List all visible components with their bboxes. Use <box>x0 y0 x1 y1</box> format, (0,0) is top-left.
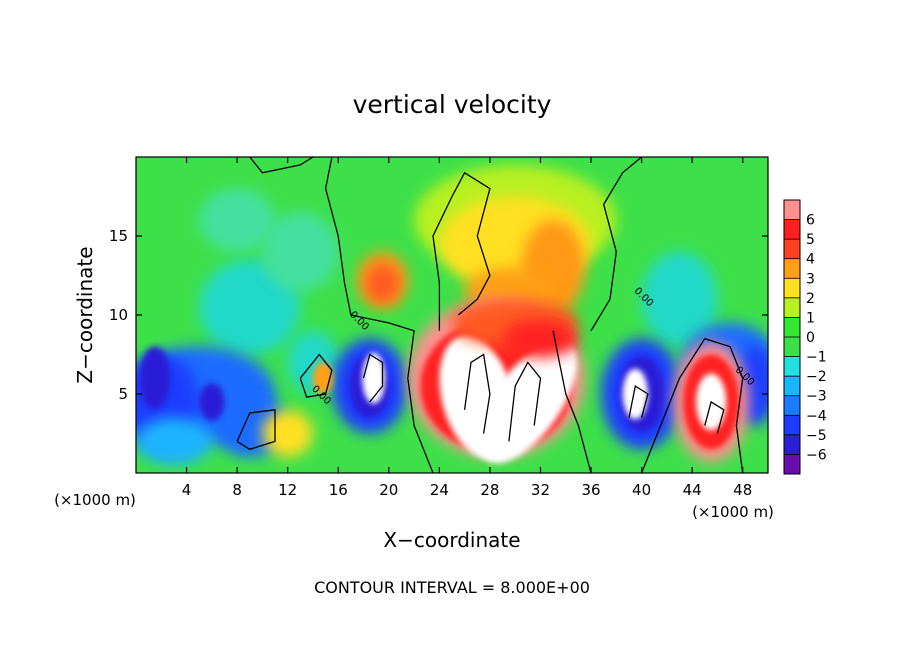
colorbar-swatch <box>784 278 800 298</box>
x-tick-label: 32 <box>531 481 550 499</box>
colorbar-label: −1 <box>806 350 827 366</box>
colorbar-label: 4 <box>806 252 815 268</box>
field-blob <box>262 409 313 458</box>
contour-line <box>628 385 649 418</box>
field-blob <box>362 352 386 404</box>
field-blob <box>366 264 399 303</box>
field-blob <box>262 212 339 292</box>
colorbar-swatch <box>784 239 800 259</box>
contour-interval-note: CONTOUR INTERVAL = 8.000E+00 <box>314 578 590 597</box>
x-axis: 4 8 12 16 20 24 28 32 36 40 44 48 <box>182 157 752 499</box>
colorbar-swatch <box>784 395 800 416</box>
x-tick-label: 36 <box>581 481 600 499</box>
colorbar-label: 2 <box>806 291 815 307</box>
contour-line <box>590 157 643 332</box>
y-axis: 5 10 15 <box>109 227 768 403</box>
x-tick-label: 8 <box>232 481 242 499</box>
colorbar-label: −5 <box>806 428 827 444</box>
chart-title: vertical velocity <box>353 90 552 119</box>
colorbar-label: −6 <box>806 447 827 463</box>
field-blob <box>502 319 579 358</box>
x-tick-label: 44 <box>683 481 702 499</box>
contour-line <box>704 400 725 434</box>
colorbar-label: −3 <box>806 389 827 405</box>
colorbar-swatch <box>784 356 800 377</box>
contour-line <box>362 353 384 403</box>
contour-line <box>552 330 592 473</box>
contour-line <box>640 337 744 473</box>
field-blob <box>199 259 301 355</box>
colorbar-swatch <box>784 337 800 357</box>
colorbar-label: 0 <box>806 330 815 346</box>
contour-line <box>299 353 333 398</box>
x-tick-label: 4 <box>182 481 192 499</box>
y-tick-label: 5 <box>118 385 128 403</box>
zero-contours <box>236 157 744 473</box>
contour-line <box>249 157 314 174</box>
x-tick-label: 40 <box>632 481 651 499</box>
field-blob <box>139 346 171 410</box>
colorbar-swatch <box>784 454 800 474</box>
x-axis-label: X−coordinate <box>383 528 520 552</box>
colorbar-label: 1 <box>806 310 815 326</box>
colorbar-swatch <box>784 317 800 337</box>
colorbar-label: −2 <box>806 369 827 385</box>
plot-area: 0.000.000.000.00 <box>136 157 768 473</box>
colorbar-label: 6 <box>806 213 815 229</box>
contour-line <box>463 353 491 434</box>
x-unit-right: (×1000 m) <box>692 503 774 521</box>
colorbar-swatch <box>784 297 800 318</box>
x-tick-label: 24 <box>430 481 449 499</box>
field-blob <box>641 251 718 347</box>
colorbar-swatch <box>784 219 800 240</box>
x-tick-label: 48 <box>733 481 752 499</box>
y-tick-label: 15 <box>109 227 128 245</box>
colorbar-swatch <box>784 258 800 279</box>
contour-line <box>432 171 491 331</box>
x-tick-label: 16 <box>329 481 348 499</box>
contour-line <box>236 409 276 451</box>
contour-line <box>324 157 434 473</box>
field-blob <box>622 368 648 420</box>
colorbar-swatch <box>784 415 800 435</box>
y-tick-label: 10 <box>109 306 128 324</box>
colorbar-label: 3 <box>806 271 815 287</box>
x-tick-label: 28 <box>480 481 499 499</box>
field-blob <box>136 417 212 466</box>
x-tick-label: 20 <box>379 481 398 499</box>
colorbar-label: 5 <box>806 232 815 248</box>
y-axis-label: Z−coordinate <box>73 246 97 383</box>
colorbar-label: −4 <box>806 408 827 424</box>
field-blob <box>199 382 225 421</box>
colorbar: 6 5 4 3 2 1 0 −1 −2 −3 −4 −5 −6 <box>783 199 827 475</box>
field-blob <box>478 340 577 464</box>
x-unit-left: (×1000 m) <box>54 491 136 509</box>
colorbar-swatch <box>784 200 800 220</box>
colorbar-swatch <box>784 376 800 396</box>
x-tick-label: 12 <box>278 481 297 499</box>
field-blob <box>199 188 276 252</box>
contour-line <box>508 361 542 442</box>
colorbar-swatch <box>784 434 800 455</box>
